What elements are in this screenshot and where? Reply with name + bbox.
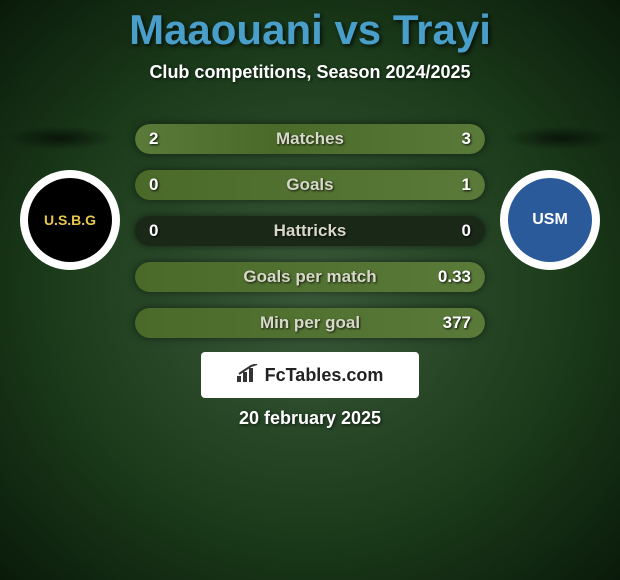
fctables-logo: FcTables.com (201, 352, 419, 398)
bar-label: Goals (135, 170, 485, 200)
comparison-title: Maaouani vs Trayi (0, 0, 620, 54)
bar-label: Min per goal (135, 308, 485, 338)
bar-label: Hattricks (135, 216, 485, 246)
team-right-badge: USM (500, 170, 600, 270)
comparison-subtitle: Club competitions, Season 2024/2025 (0, 62, 620, 83)
stat-bar: Matches2 3 (135, 124, 485, 154)
stat-bar: Goals0 1 (135, 170, 485, 200)
comparison-date: 20 february 2025 (0, 408, 620, 429)
bar-label: Goals per match (135, 262, 485, 292)
shadow-left (5, 126, 115, 150)
comparison-bars: Matches23Goals01Hattricks00Goals per mat… (135, 124, 485, 354)
stat-bar: Hattricks0 0 (135, 216, 485, 246)
bar-value-left: 0 (149, 170, 158, 200)
bar-value-left: 2 (149, 124, 158, 154)
bar-value-right: 0.33 (438, 262, 471, 292)
bar-value-right: 1 (462, 170, 471, 200)
shadow-right (505, 126, 615, 150)
bar-value-right: 377 (443, 308, 471, 338)
stat-bar: Min per goal377 (135, 308, 485, 338)
bar-value-right: 0 (462, 216, 471, 246)
team-left-badge: U.S.B.G (20, 170, 120, 270)
bar-value-left: 0 (149, 216, 158, 246)
bar-label: Matches (135, 124, 485, 154)
bar-value-right: 3 (462, 124, 471, 154)
stat-bar: Goals per match0.33 (135, 262, 485, 292)
logo-text: FcTables.com (265, 365, 384, 386)
chart-icon (237, 364, 259, 387)
